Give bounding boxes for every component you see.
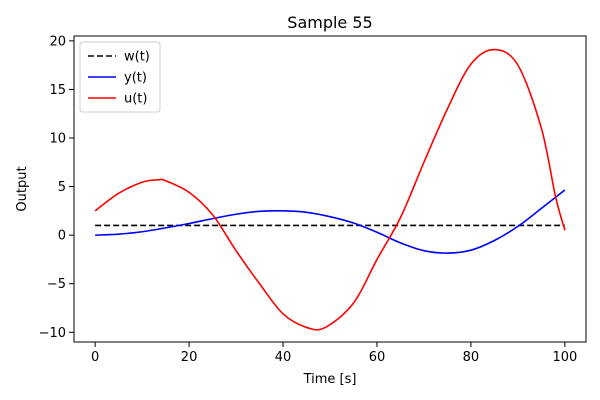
x-tick-label: 80: [463, 350, 480, 365]
x-axis-label: Time [s]: [303, 372, 357, 387]
legend-label-yt: y(t): [124, 71, 147, 86]
y-tick-label: 10: [49, 132, 66, 147]
plot-area: [94, 48, 566, 331]
plot-frame: [73, 35, 587, 343]
y-tick-label: −5: [47, 277, 66, 292]
y-tick-label: 5: [58, 180, 66, 195]
x-tick-label: 100: [552, 350, 577, 365]
y-axis-label: Output: [15, 166, 30, 211]
x-tick-label: 40: [275, 350, 292, 365]
legend: w(t) y(t) u(t): [79, 41, 161, 113]
x-tick-label: 20: [181, 350, 198, 365]
series-line-ut: [94, 48, 566, 331]
x-tick-label: 0: [91, 350, 99, 365]
legend-label-ut: u(t): [124, 92, 147, 107]
y-tick-label: −10: [39, 326, 66, 341]
series-line-yt: [95, 189, 566, 254]
y-tick-label: 15: [49, 83, 66, 98]
x-tick-label: 60: [369, 350, 386, 365]
legend-box: [79, 41, 161, 113]
y-tick-label: 20: [49, 34, 66, 49]
legend-label-wt: w(t): [124, 50, 150, 65]
chart-title: Sample 55: [287, 13, 372, 32]
axes: 0 20 40 60 80 100 −10 −5 0 5 10 15 20: [39, 34, 578, 365]
y-tick-label: 0: [58, 229, 66, 244]
